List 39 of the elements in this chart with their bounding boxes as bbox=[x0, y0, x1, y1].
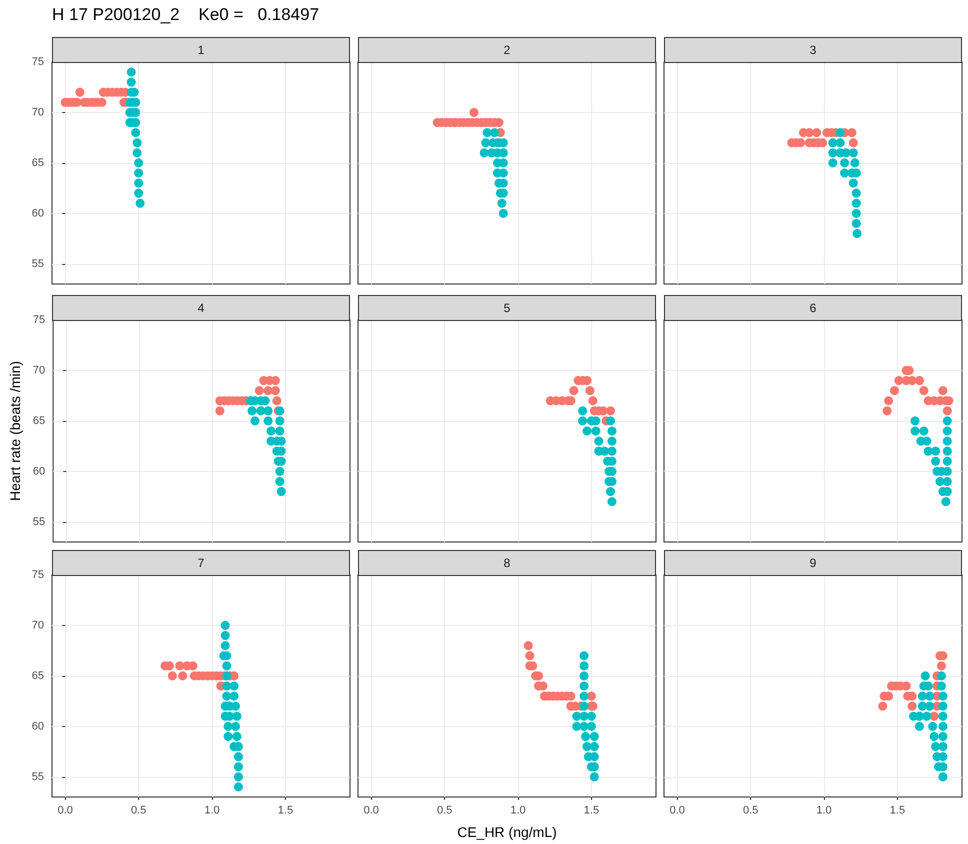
chart-title: 2 bbox=[358, 37, 656, 63]
x-axis-title: CE_HR (ng/mL) bbox=[457, 824, 557, 840]
y-tick-label: 60 bbox=[32, 720, 44, 732]
x-tick-label: 1.0 bbox=[204, 804, 220, 816]
y-tick-label: 70 bbox=[32, 106, 44, 118]
x-tick-label: 1.5 bbox=[584, 804, 600, 816]
x-tick-label: 0.5 bbox=[742, 804, 758, 816]
y-tick-label: 65 bbox=[32, 670, 44, 682]
x-tick-label: 1.0 bbox=[816, 804, 832, 816]
chart-title: 8 bbox=[358, 550, 656, 576]
chart-title: 6 bbox=[664, 295, 962, 321]
x-tick-label: 0.5 bbox=[436, 804, 452, 816]
y-tick-label: 65 bbox=[32, 414, 46, 427]
y-tick-label: 70 bbox=[32, 619, 44, 632]
chart-title: 3 bbox=[664, 37, 962, 63]
y-tick-label: 75 bbox=[32, 569, 44, 581]
chart-title: 9 bbox=[664, 550, 962, 576]
chart-title: 7 bbox=[52, 550, 350, 576]
x-tick-label: 1.5 bbox=[278, 804, 294, 816]
y-axis-title: Heart rate (beats /min) bbox=[7, 360, 23, 502]
y-tick-label: 60 bbox=[32, 207, 44, 220]
y-tick-label: 75 bbox=[32, 56, 44, 68]
y-tick-label: 55 bbox=[32, 770, 44, 783]
text: H 17 P200120_2 Ke0 = 0.18497 bbox=[52, 5, 320, 24]
y-tick-label: 55 bbox=[32, 258, 44, 270]
x-tick-label: 0.0 bbox=[364, 804, 379, 816]
chart-title: 5 bbox=[358, 295, 656, 321]
y-tick-label: 75 bbox=[32, 314, 46, 326]
chart-title: 1 bbox=[52, 37, 350, 63]
x-tick-label: 0.0 bbox=[670, 804, 685, 816]
x-tick-label: 1.0 bbox=[510, 804, 526, 816]
x-tick-label: 1.5 bbox=[890, 804, 906, 816]
chart-title: 4 bbox=[52, 295, 350, 321]
y-tick-label: 60 bbox=[32, 465, 46, 478]
x-tick-label: 0.5 bbox=[130, 804, 146, 816]
y-tick-label: 70 bbox=[32, 364, 46, 376]
y-tick-label: 55 bbox=[32, 516, 46, 528]
y-tick-label: 65 bbox=[32, 156, 44, 169]
x-tick-label: 0.0 bbox=[58, 804, 73, 816]
